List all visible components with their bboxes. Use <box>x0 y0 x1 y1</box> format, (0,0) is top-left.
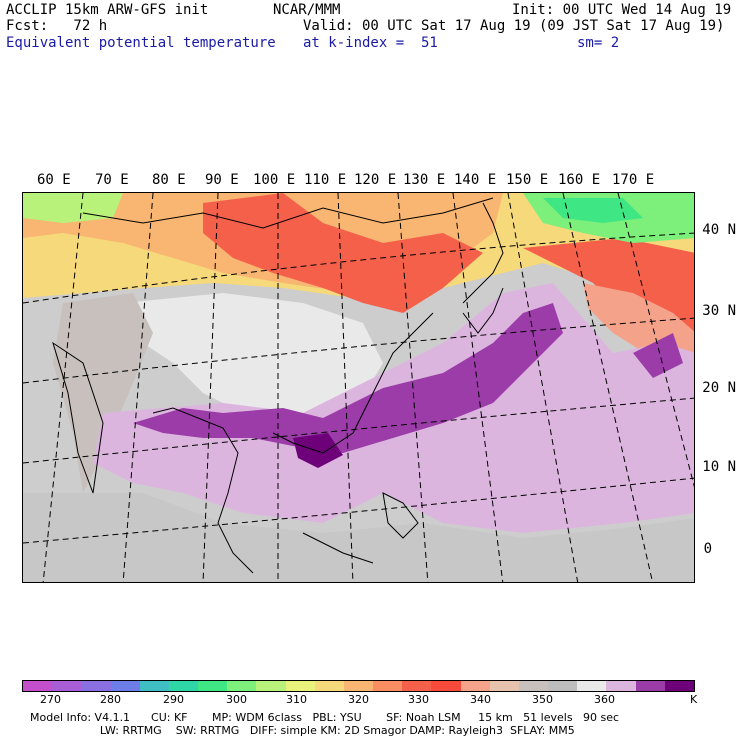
colorbar-swatch <box>518 681 549 691</box>
field-name: Equivalent potential temperature <box>6 35 276 51</box>
colorbar-swatch <box>168 681 199 691</box>
lat-label: 0 <box>703 541 712 557</box>
colorbar-swatch <box>431 681 461 691</box>
vertical-level: at k-index = 51 <box>303 35 438 51</box>
colorbar-swatch <box>227 681 257 691</box>
colorbar-tick: 290 <box>163 693 184 706</box>
lon-label: 80 E <box>152 172 186 188</box>
lon-label: 120 E <box>354 172 397 188</box>
colorbar-swatch <box>373 681 403 691</box>
colorbar-swatch <box>110 681 140 691</box>
colorbar-tick: 320 <box>348 693 369 706</box>
colorbar-swatch <box>664 681 694 691</box>
colorbar-tick: 360 <box>594 693 615 706</box>
valid-time: Valid: 00 UTC Sat 17 Aug 19 (09 JST Sat … <box>303 18 725 34</box>
colorbar-swatch <box>198 681 228 691</box>
weather-map <box>22 192 695 583</box>
colorbar-tick: 300 <box>226 693 247 706</box>
colorbar-tick: 280 <box>100 693 121 706</box>
purple-band <box>133 303 563 453</box>
model-info-line2: LW: RRTMG SW: RRTMG DIFF: simple KM: 2D … <box>30 724 575 737</box>
colorbar-tick: 340 <box>470 693 491 706</box>
lon-label: 160 E <box>558 172 601 188</box>
lon-label: 100 E <box>253 172 296 188</box>
colorbar-swatch <box>635 681 665 691</box>
lon-label: 140 E <box>454 172 497 188</box>
colorbar-swatch <box>81 681 111 691</box>
colorbar-swatch <box>548 681 578 691</box>
lon-label: 90 E <box>205 172 239 188</box>
forecast-hour: Fcst: 72 h <box>6 18 108 34</box>
lat-label: 30 N <box>702 303 736 319</box>
colorbar-tick: 310 <box>286 693 307 706</box>
lat-label: 40 N <box>702 222 736 238</box>
colorbar <box>22 680 695 692</box>
lon-label: 70 E <box>95 172 129 188</box>
warm-band-red <box>203 193 483 313</box>
lat-label: 20 N <box>702 380 736 396</box>
colorbar-unit: K <box>690 693 698 706</box>
smoothing-value: sm= 2 <box>577 35 620 51</box>
colorbar-swatch <box>460 681 490 691</box>
colorbar-swatch <box>52 681 82 691</box>
colorbar-tick: 330 <box>408 693 429 706</box>
coastlines <box>52 197 504 574</box>
colorbar-swatch <box>314 681 344 691</box>
lon-label: 60 E <box>37 172 71 188</box>
model-info-line1: Model Info: V4.1.1 CU: KF MP: WDM 6class… <box>30 711 620 724</box>
colorbar-swatch <box>402 681 432 691</box>
lat-label: 10 N <box>702 459 736 475</box>
organization: NCAR/MMM <box>273 2 341 18</box>
warm-west-yellow <box>23 193 123 223</box>
colorbar-swatch <box>606 681 636 691</box>
theta-e-field <box>23 193 694 582</box>
model-title: ACCLIP 15km ARW-GFS init <box>6 2 209 18</box>
lon-label: 150 E <box>506 172 549 188</box>
colorbar-tick: 350 <box>532 693 553 706</box>
colorbar-swatch <box>577 681 607 691</box>
lon-label: 130 E <box>403 172 446 188</box>
colorbar-swatch <box>256 681 286 691</box>
colorbar-swatch <box>23 681 53 691</box>
colorbar-swatch <box>489 681 519 691</box>
india-tan <box>53 293 153 493</box>
colorbar-swatch <box>285 681 315 691</box>
colorbar-swatch <box>139 681 169 691</box>
lon-label: 110 E <box>304 172 347 188</box>
colorbar-swatch <box>343 681 374 691</box>
deep-purple-core <box>293 433 343 468</box>
colorbar-tick: 270 <box>40 693 61 706</box>
southern-gray <box>23 493 694 582</box>
lon-label: 170 E <box>612 172 655 188</box>
graticule <box>23 193 694 582</box>
init-time: Init: 00 UTC Wed 14 Aug 19 <box>512 2 732 18</box>
purple-east <box>633 333 683 378</box>
